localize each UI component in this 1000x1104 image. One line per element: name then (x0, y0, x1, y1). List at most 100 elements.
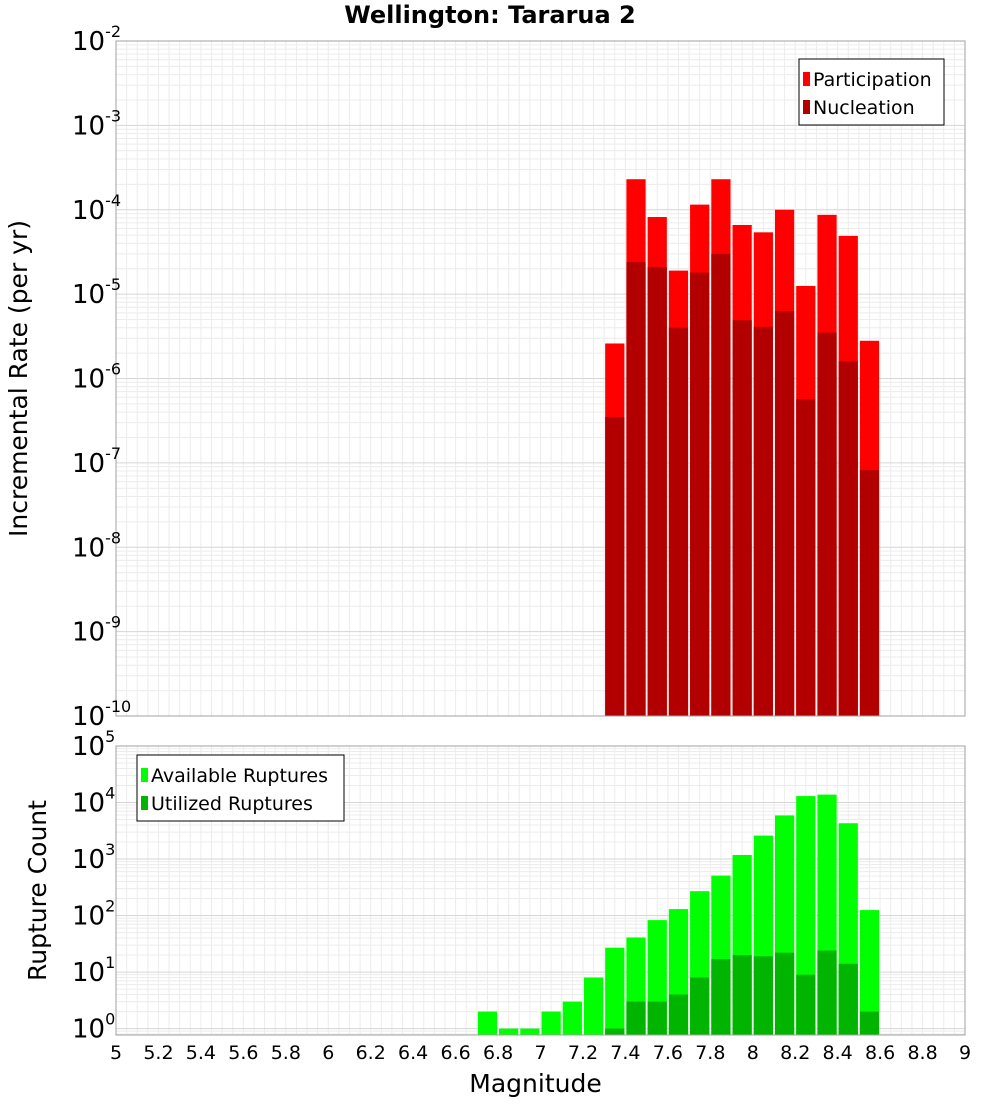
bar (753, 326, 773, 716)
x-tick-label: 8.8 (907, 1042, 937, 1064)
x-tick-label: 8.4 (823, 1042, 853, 1064)
y-tick-label: 10-2 (72, 22, 121, 57)
y-tick-label: 101 (72, 953, 115, 988)
y-tick-base: 10 (72, 732, 105, 762)
y-tick-exponent: 0 (105, 1010, 115, 1029)
y-tick-exponent: -3 (105, 106, 121, 125)
x-tick-label: 9 (959, 1042, 971, 1064)
y-tick-label: 103 (72, 840, 115, 875)
y-tick-exponent: -5 (105, 275, 121, 294)
bar (647, 266, 667, 716)
y-tick-base: 10 (72, 196, 105, 226)
y-tick-label: 10-8 (72, 528, 121, 563)
bar (838, 361, 858, 716)
y-tick-base: 10 (72, 111, 105, 141)
y-tick-base: 10 (72, 449, 105, 479)
bar (668, 994, 689, 1035)
grid-lines (115, 40, 966, 717)
y-tick-exponent: -7 (105, 444, 121, 463)
y-tick-label: 10-9 (72, 613, 121, 648)
legend: Available Ruptures Utilized Ruptures (136, 754, 345, 822)
x-tick-label: 5.6 (228, 1042, 258, 1064)
bar (774, 311, 795, 716)
x-tick-label: 6 (322, 1042, 334, 1064)
plot-frame (115, 40, 966, 717)
bar (477, 1011, 498, 1035)
x-tick-label: 7 (534, 1042, 546, 1064)
bar (605, 416, 625, 716)
x-tick-label: 6.6 (440, 1042, 470, 1064)
y-tick-exponent: -6 (105, 360, 121, 379)
legend: Participation Nucleation (798, 58, 945, 126)
legend-swatch (803, 72, 810, 86)
legend-label: Nucleation (813, 97, 915, 119)
y-tick-label: 100 (72, 1010, 115, 1045)
bar (583, 977, 604, 1035)
y-tick-base: 10 (72, 618, 105, 648)
y-tick-base: 10 (72, 27, 105, 57)
y-tick-base: 10 (72, 789, 105, 819)
y-tick-base: 10 (72, 1015, 105, 1045)
bar (668, 327, 689, 716)
x-tick-label: 5 (110, 1042, 122, 1064)
legend-label: Available Ruptures (151, 765, 328, 787)
bar (859, 470, 880, 716)
chart-title: Wellington: Tararua 2 (344, 1, 636, 29)
y-tick-label: 10-6 (72, 360, 121, 395)
x-tick-label: 5.8 (271, 1042, 301, 1064)
y-tick-exponent: 5 (105, 727, 115, 746)
bar (690, 977, 710, 1035)
bar (711, 959, 731, 1035)
y-tick-exponent: 1 (105, 953, 115, 972)
y-tick-label: 102 (72, 897, 115, 932)
plot-frame (115, 745, 966, 1036)
bar (605, 947, 625, 1035)
bar (859, 910, 880, 1035)
bar (562, 1001, 582, 1035)
bar (647, 1001, 667, 1035)
y-tick-base: 10 (72, 902, 105, 932)
y-tick-base: 10 (72, 365, 105, 395)
y-tick-base: 10 (72, 702, 105, 732)
y-tick-base: 10 (72, 845, 105, 875)
legend-box (136, 754, 345, 822)
bar (796, 974, 816, 1035)
x-tick-label: 6.8 (483, 1042, 513, 1064)
y-tick-exponent: 4 (105, 784, 115, 803)
legend-swatch (141, 768, 148, 782)
x-tick-label: 7.8 (695, 1042, 725, 1064)
y-tick-exponent: -2 (105, 22, 121, 41)
bar (817, 950, 837, 1035)
bar (626, 262, 646, 716)
series-utilized-ruptures (605, 950, 880, 1035)
x-tick-label: 6.2 (356, 1042, 386, 1064)
x-tick-label: 8.2 (780, 1042, 810, 1064)
y-tick-label: 10-5 (72, 275, 121, 310)
y-axis-label: Incremental Rate (per yr) (4, 220, 33, 537)
y-tick-exponent: 2 (105, 897, 115, 916)
bar (817, 332, 837, 716)
x-tick-label: 7.2 (568, 1042, 598, 1064)
bar (774, 952, 795, 1035)
x-tick-label: 5.2 (143, 1042, 173, 1064)
y-tick-exponent: 3 (105, 840, 115, 859)
x-tick-labels: 5 5.2 5.4 5.6 5.8 6 6.2 6.4 6.6 6.8 7 7.2 7.4 7.6 7.8 8… (110, 1042, 971, 1064)
bar (859, 1011, 880, 1035)
legend-label: Participation (813, 69, 932, 91)
legend-label: Utilized Ruptures (151, 793, 313, 815)
legend-swatch (141, 796, 148, 810)
bar (605, 1028, 625, 1035)
x-tick-label: 7.6 (653, 1042, 683, 1064)
y-tick-exponent: -9 (105, 613, 121, 632)
y-tick-base: 10 (72, 958, 105, 988)
y-axis-label: Rupture Count (23, 800, 52, 981)
legend-box (798, 58, 945, 126)
x-tick-label: 7.4 (610, 1042, 640, 1064)
bar (520, 1028, 540, 1035)
y-tick-label: 10-4 (72, 191, 121, 226)
x-axis-label: Magnitude (469, 1069, 601, 1098)
y-tick-label: 105 (72, 727, 115, 762)
